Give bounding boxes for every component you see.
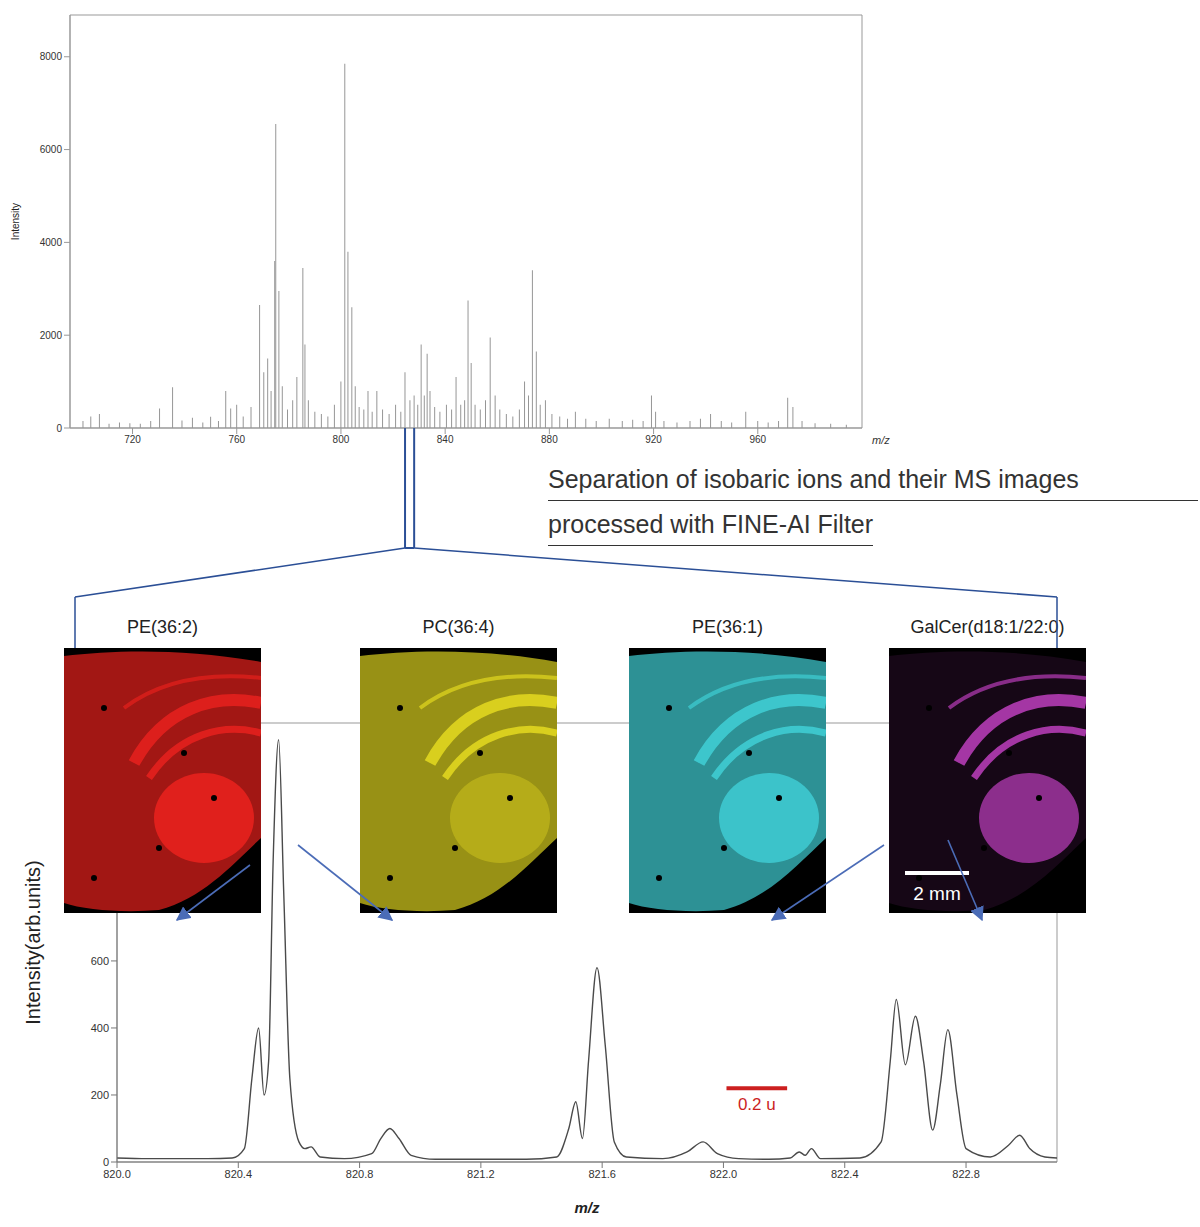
svg-text:400: 400: [91, 1022, 109, 1034]
svg-text:821.6: 821.6: [588, 1168, 616, 1180]
html-text:PE(36:1): PE(36:1): [692, 617, 763, 637]
svg-text:0.2 u: 0.2 u: [738, 1095, 776, 1114]
svg-text:820.0: 820.0: [103, 1168, 131, 1180]
svg-text:Intensity(arb.units): Intensity(arb.units): [22, 860, 44, 1025]
svg-text:Intensity: Intensity: [10, 203, 21, 240]
svg-text:8000: 8000: [40, 51, 63, 62]
svg-text:m/z: m/z: [872, 434, 890, 446]
svg-text:m/z: m/z: [574, 1199, 600, 1216]
svg-text:822.8: 822.8: [952, 1168, 980, 1180]
svg-text:760: 760: [228, 434, 245, 445]
svg-text:0: 0: [103, 1156, 109, 1168]
html-text:Separation of isobaric ions an: Separation of isobaric ions and their MS…: [548, 465, 1079, 493]
svg-text:840: 840: [437, 434, 454, 445]
svg-text:800: 800: [333, 434, 350, 445]
svg-text:2000: 2000: [40, 330, 63, 341]
svg-text:820.4: 820.4: [225, 1168, 253, 1180]
svg-text:2 mm: 2 mm: [913, 883, 961, 904]
html-text:processed with FINE-AI Filter: processed with FINE-AI Filter: [548, 510, 874, 538]
svg-text:880: 880: [541, 434, 558, 445]
svg-text:0: 0: [56, 423, 62, 434]
svg-text:600: 600: [91, 955, 109, 967]
svg-text:6000: 6000: [40, 144, 63, 155]
svg-text:820.8: 820.8: [346, 1168, 374, 1180]
html-text:GalCer(d18:1/22:0): GalCer(d18:1/22:0): [910, 617, 1065, 637]
html-text:PC(36:4): PC(36:4): [422, 617, 495, 637]
svg-text:960: 960: [749, 434, 766, 445]
svg-text:822.4: 822.4: [831, 1168, 859, 1180]
svg-text:822.0: 822.0: [710, 1168, 738, 1180]
svg-text:720: 720: [124, 434, 141, 445]
svg-text:200: 200: [91, 1089, 109, 1101]
svg-text:821.2: 821.2: [467, 1168, 495, 1180]
svg-text:4000: 4000: [40, 237, 63, 248]
svg-text:920: 920: [645, 434, 662, 445]
html-text:PE(36:2): PE(36:2): [127, 617, 198, 637]
